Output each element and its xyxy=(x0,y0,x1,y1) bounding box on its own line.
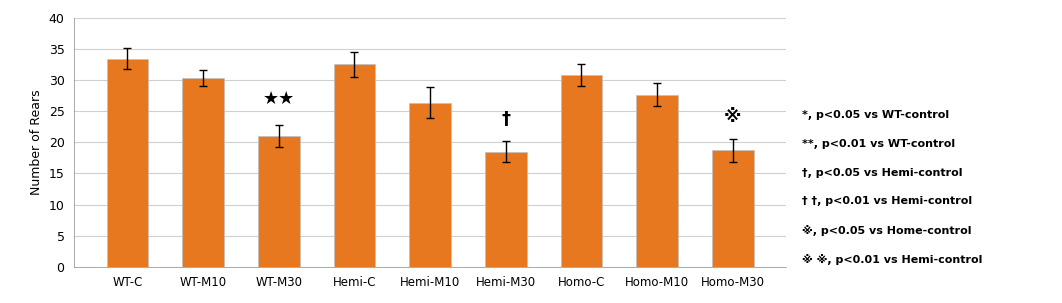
Text: †: † xyxy=(501,109,510,128)
Bar xyxy=(258,136,299,267)
Bar xyxy=(409,103,451,267)
Text: *, p<0.05 vs WT-control: *, p<0.05 vs WT-control xyxy=(802,110,949,120)
Y-axis label: Number of Rears: Number of Rears xyxy=(30,90,44,195)
Text: ※: ※ xyxy=(724,108,741,126)
Bar xyxy=(106,58,149,267)
Text: ※ ※, p<0.01 vs Hemi-control: ※ ※, p<0.01 vs Hemi-control xyxy=(802,254,982,265)
Bar xyxy=(712,151,754,267)
Text: ★★: ★★ xyxy=(262,90,295,108)
Bar xyxy=(636,95,678,267)
Text: †, p<0.05 vs Hemi-control: †, p<0.05 vs Hemi-control xyxy=(802,168,962,178)
Bar xyxy=(183,78,224,267)
Bar xyxy=(333,64,375,267)
Bar xyxy=(561,75,602,267)
Bar xyxy=(485,152,527,267)
Text: ※, p<0.05 vs Home-control: ※, p<0.05 vs Home-control xyxy=(802,225,972,236)
Text: **, p<0.01 vs WT-control: **, p<0.01 vs WT-control xyxy=(802,139,955,149)
Text: † †, p<0.01 vs Hemi-control: † †, p<0.01 vs Hemi-control xyxy=(802,196,972,207)
